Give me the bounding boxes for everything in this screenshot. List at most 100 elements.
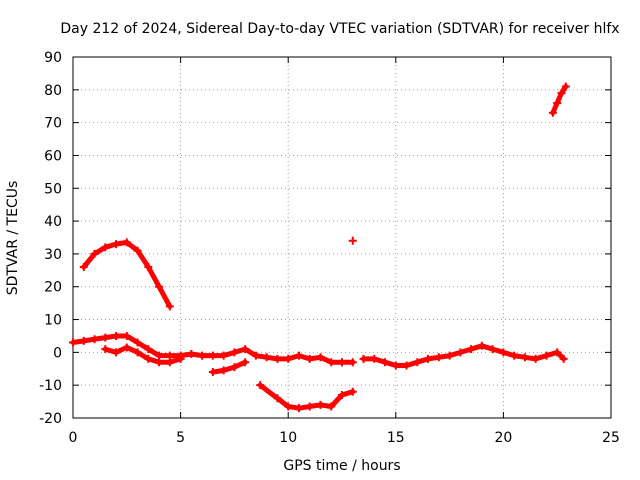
data-point xyxy=(284,402,293,411)
data-point xyxy=(155,282,164,291)
data-point xyxy=(165,358,174,367)
data-point xyxy=(144,345,153,354)
data-point xyxy=(273,354,282,363)
x-tick-label: 15 xyxy=(387,430,405,446)
data-point xyxy=(155,358,164,367)
data-point xyxy=(284,354,293,363)
data-point xyxy=(327,358,336,367)
series-late-baseline xyxy=(359,341,568,370)
grid-layer xyxy=(73,57,611,418)
x-tick-label: 20 xyxy=(494,430,512,446)
data-point xyxy=(294,404,303,413)
data-point xyxy=(187,350,196,359)
data-point xyxy=(413,358,422,367)
data-point xyxy=(294,351,303,360)
data-point xyxy=(122,238,131,247)
data-point xyxy=(219,351,228,360)
series-baseline-lower xyxy=(101,343,185,367)
data-point xyxy=(69,338,77,347)
plot-frame xyxy=(72,56,612,419)
data-point xyxy=(338,391,346,400)
data-point xyxy=(531,354,540,363)
data-point xyxy=(273,394,282,403)
data-point xyxy=(241,345,250,354)
series-late-rise xyxy=(548,82,570,117)
data-point xyxy=(90,335,99,344)
y-tick-label: -10 xyxy=(39,378,62,394)
series-early-arc xyxy=(79,238,174,311)
data-point xyxy=(90,249,99,258)
data-point xyxy=(305,402,314,411)
data-point xyxy=(561,82,570,91)
data-point xyxy=(133,338,142,347)
data-point xyxy=(348,387,357,396)
data-point xyxy=(359,354,368,363)
data-point xyxy=(557,89,566,98)
data-point xyxy=(112,331,121,340)
data-point xyxy=(553,98,562,107)
y-tick-label: 30 xyxy=(44,247,62,263)
data-point xyxy=(348,358,357,367)
data-point xyxy=(424,354,433,363)
data-point xyxy=(327,402,336,411)
x-axis-title: GPS time / hours xyxy=(283,458,400,474)
data-point xyxy=(230,363,239,372)
series-isolated xyxy=(348,236,357,245)
data-point xyxy=(391,361,400,370)
data-point xyxy=(133,348,142,357)
data-point xyxy=(262,353,271,362)
x-tick-label: 0 xyxy=(69,430,78,446)
data-point xyxy=(133,246,142,255)
data-point xyxy=(456,348,465,357)
data-point xyxy=(559,354,568,363)
y-tick-label: 60 xyxy=(44,148,62,164)
data-point xyxy=(79,263,88,272)
data-point xyxy=(499,348,508,357)
data-point xyxy=(101,345,110,354)
data-point xyxy=(208,368,217,377)
series-low-arc xyxy=(256,381,357,413)
series-line xyxy=(210,359,248,375)
data-point xyxy=(510,351,519,360)
data-point xyxy=(542,351,551,360)
series-baseline xyxy=(69,331,357,367)
y-tick-label: 0 xyxy=(53,345,62,361)
data-point xyxy=(101,243,110,252)
data-point xyxy=(477,341,486,350)
data-point xyxy=(208,351,217,360)
x-tick-label: 25 xyxy=(602,430,620,446)
data-point xyxy=(198,351,207,360)
chart-title: Day 212 of 2024, Sidereal Day-to-day VTE… xyxy=(60,21,619,37)
y-tick-label: 80 xyxy=(44,83,62,99)
data-point xyxy=(112,240,121,249)
data-point xyxy=(144,354,153,363)
data-point xyxy=(122,331,131,340)
y-axis-title: SDTVAR / TECUs xyxy=(5,181,21,296)
data-point xyxy=(402,361,411,370)
data-point xyxy=(553,348,562,357)
data-point xyxy=(305,354,314,363)
data-point xyxy=(79,336,88,345)
y-tick-label: 20 xyxy=(44,280,62,296)
data-point xyxy=(338,358,346,367)
data-point xyxy=(370,354,379,363)
data-point xyxy=(381,358,390,367)
series-line xyxy=(550,84,569,116)
x-tick-label: 5 xyxy=(176,430,185,446)
y-tick-label: 40 xyxy=(44,214,62,230)
series-baseline-dip xyxy=(208,358,250,377)
data-point xyxy=(251,351,260,360)
data-point xyxy=(112,348,121,357)
y-tick-label: -20 xyxy=(39,411,62,427)
series-layer xyxy=(69,82,570,413)
y-tick-label: 50 xyxy=(44,181,62,197)
data-point xyxy=(348,236,357,245)
data-point xyxy=(241,358,250,367)
data-point xyxy=(101,333,110,342)
data-point xyxy=(122,343,131,352)
data-point xyxy=(219,366,228,375)
x-tick-label: 10 xyxy=(279,430,297,446)
data-point xyxy=(165,302,174,311)
